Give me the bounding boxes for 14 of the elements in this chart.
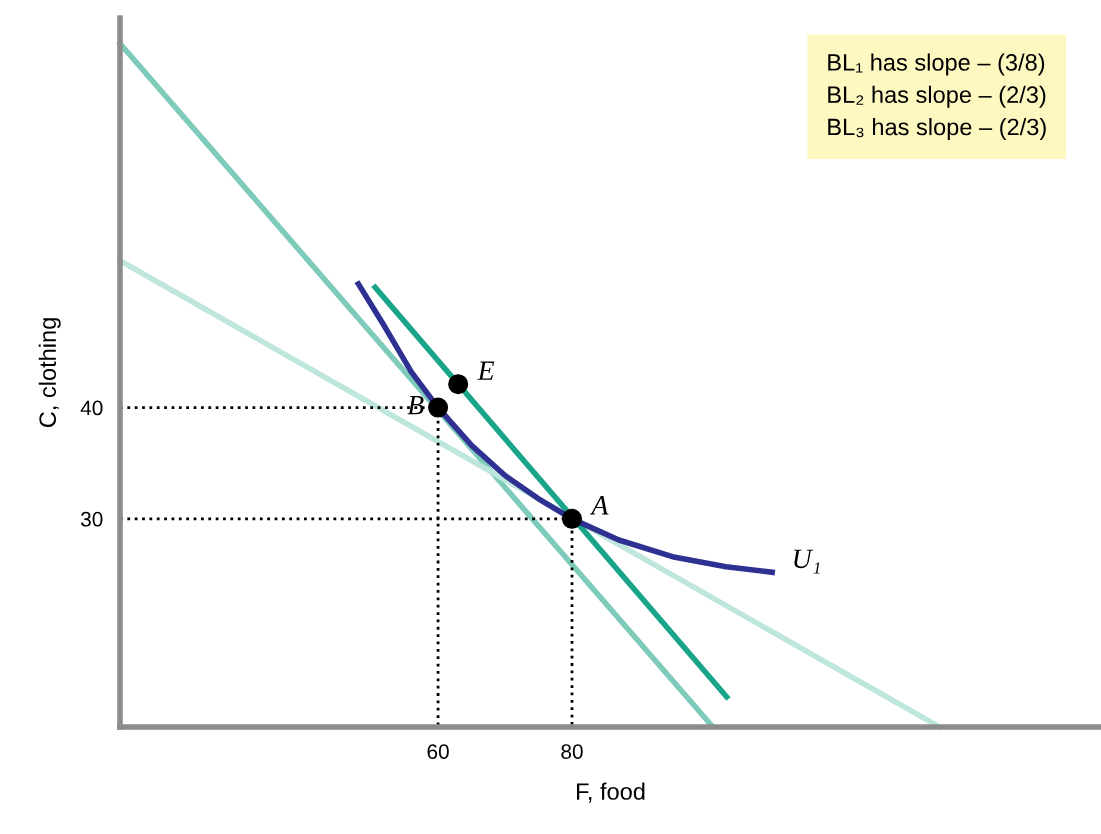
y-tick-label: 30 (80, 511, 103, 527)
annotation: E (477, 361, 495, 380)
point (561, 508, 583, 529)
annotation: BL₁ has slope – (3/8) BL₂ has slope – (2/3) BL₃ has slope – (2/3) (828, 53, 1046, 141)
point (428, 397, 449, 418)
x-tick-label: 60 (427, 744, 449, 759)
x-tick-label: 80 (561, 744, 583, 759)
x-axis-title: F, food (577, 782, 645, 803)
y-tick-label: 40 (80, 400, 103, 416)
annotation: U₁ (794, 549, 820, 574)
annotation: B (407, 396, 424, 415)
annotation: A (589, 496, 609, 515)
y-axis-title: C, clothing (38, 318, 61, 428)
point (448, 374, 469, 395)
